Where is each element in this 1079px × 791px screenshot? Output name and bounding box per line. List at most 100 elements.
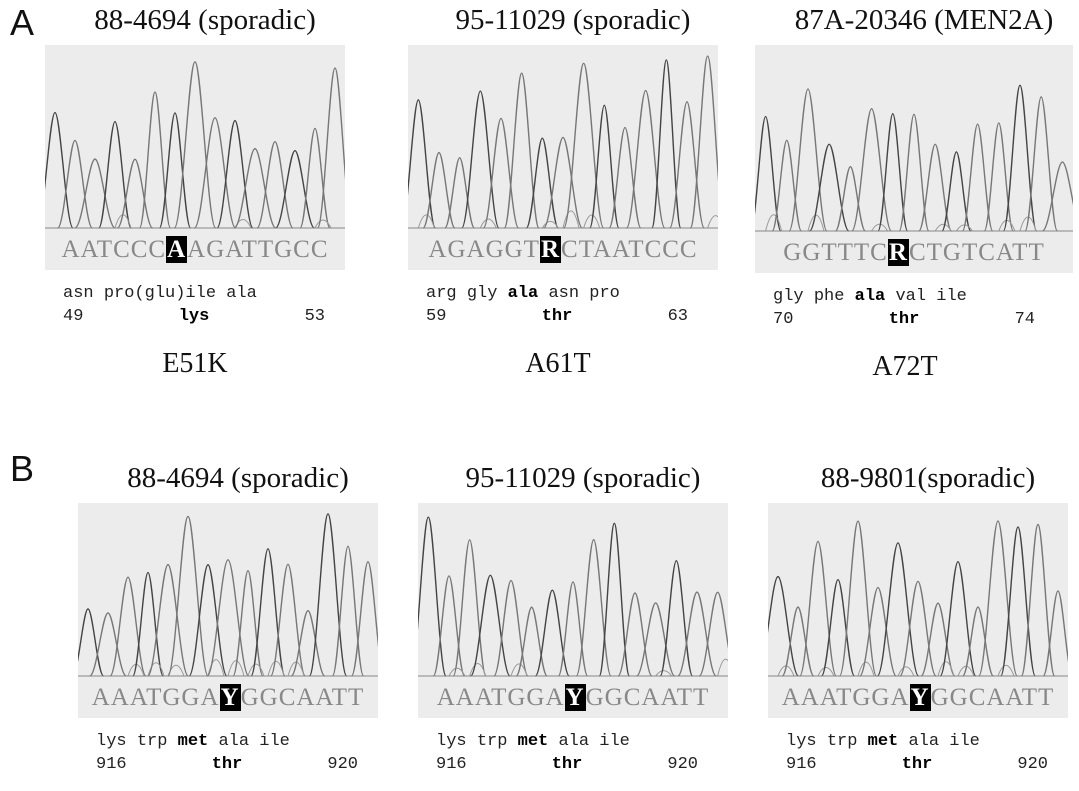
sequence-highlight: R (540, 236, 561, 263)
peak (660, 561, 692, 676)
sequence-highlight: Y (910, 684, 931, 711)
residue: trp (137, 732, 168, 751)
end-number: 63 (668, 307, 688, 326)
sequence-after: GGCAATT (931, 684, 1055, 711)
start-number: 916 (96, 755, 127, 774)
start-number: 49 (63, 307, 83, 326)
peak (1003, 85, 1036, 231)
mutant-residue: thr (889, 310, 920, 329)
numbering-line: 916thr920 (96, 755, 358, 774)
subpanel-title: 88-4694 (sporadic) (45, 4, 365, 37)
chromatogram: AGAGGTRCTAATCCC (408, 45, 718, 270)
chromatogram: AATCCCAAGATTGCC (45, 45, 345, 270)
peak (979, 521, 1017, 676)
peak (984, 123, 1013, 231)
residue: ile (599, 732, 630, 751)
peak (194, 118, 235, 228)
sequence-highlight: Y (220, 684, 241, 711)
peak (445, 158, 474, 228)
peak (564, 63, 604, 228)
subpanel-title: 95-11029 (sporadic) (418, 462, 748, 495)
minor-peak (938, 662, 954, 676)
sequence: AAATGGAYGGCAATT (418, 684, 728, 712)
chromatogram: AAATGGAYGGCAATT (78, 503, 378, 718)
residue: ala (908, 732, 939, 751)
sequence-highlight: R (888, 239, 909, 266)
residue: asn (548, 284, 579, 303)
residue: asn (63, 284, 94, 303)
sequence-after: GGCAATT (586, 684, 710, 711)
end-number: 74 (1015, 310, 1035, 329)
sequence-before: AGAGGT (428, 236, 540, 263)
peak (494, 581, 528, 676)
minor-peak (718, 659, 728, 676)
peak (418, 517, 446, 676)
residue-line: arg gly ala asn pro (426, 284, 738, 303)
residue: met (178, 732, 209, 751)
sequence: AGAGGTRCTAATCCC (408, 236, 718, 264)
residue: lys (786, 732, 817, 751)
peak (140, 92, 171, 228)
peak (900, 581, 936, 676)
sequence-before: AAATGGA (782, 684, 910, 711)
subpanel-title: 95-11029 (sporadic) (408, 4, 738, 37)
sequence-after: AGATTGCC (187, 236, 328, 263)
subpanel-title: 88-4694 (sporadic) (78, 462, 398, 495)
residue: met (518, 732, 549, 751)
residue-line: lys trp met ala ile (436, 732, 748, 751)
residue: ala (218, 732, 249, 751)
peak (133, 573, 163, 676)
peak (576, 540, 611, 676)
mutant-residue: thr (212, 755, 243, 774)
residue: trp (477, 732, 508, 751)
peak (276, 151, 315, 228)
subpanel: 95-11029 (sporadic) AGAGGTRCTAATCCC arg gl… (408, 4, 738, 380)
minor-peak (708, 216, 718, 228)
peak (504, 73, 539, 228)
start-number: 70 (773, 310, 793, 329)
residue: arg (426, 284, 457, 303)
residue: ile (259, 732, 290, 751)
residue: val (895, 287, 926, 306)
peak (1025, 97, 1057, 231)
residue: gly (467, 284, 498, 303)
peak (207, 560, 248, 676)
end-number: 53 (305, 307, 325, 326)
sequence-highlight: A (166, 236, 187, 263)
residue: ala (508, 284, 539, 303)
residue: pro(glu)ile (104, 284, 216, 303)
mutation-label: E51K (45, 348, 345, 380)
peak (963, 607, 994, 676)
peak (257, 142, 293, 228)
peak (768, 577, 798, 676)
peak (652, 60, 681, 228)
peak (809, 144, 848, 231)
subpanel: 88-4694 (sporadic) AATCCCAAGATTGCC asn pro… (45, 4, 365, 380)
sequence-before: AAATGGA (437, 684, 565, 711)
figure: A 88-4694 (sporadic) AATCCCAAGATTGCC asn pr… (0, 0, 1079, 791)
subpanel-title: 87A-20346 (MEN2A) (755, 4, 1079, 37)
minor-peak (480, 219, 496, 228)
chromatogram: GGTTTCRCTGTCATT (755, 45, 1073, 273)
mutation-label: A72T (755, 351, 1055, 383)
residue: ile (936, 287, 967, 306)
peak (535, 590, 569, 676)
peak (800, 541, 836, 676)
peak (423, 153, 455, 228)
end-number: 920 (1017, 755, 1048, 774)
sequence-before: GGTTTC (783, 239, 888, 266)
residue: phe (814, 287, 845, 306)
start-number: 59 (426, 307, 446, 326)
residue: met (868, 732, 899, 751)
peak (453, 540, 486, 676)
peak (462, 91, 499, 228)
residue-line: gly phe ala val ile (773, 287, 1079, 306)
residue: ile (949, 732, 980, 751)
peak (309, 514, 346, 676)
minor-peak (808, 215, 824, 231)
peak (840, 521, 877, 676)
start-number: 916 (786, 755, 817, 774)
sequence-before: AATCCC (61, 236, 166, 263)
